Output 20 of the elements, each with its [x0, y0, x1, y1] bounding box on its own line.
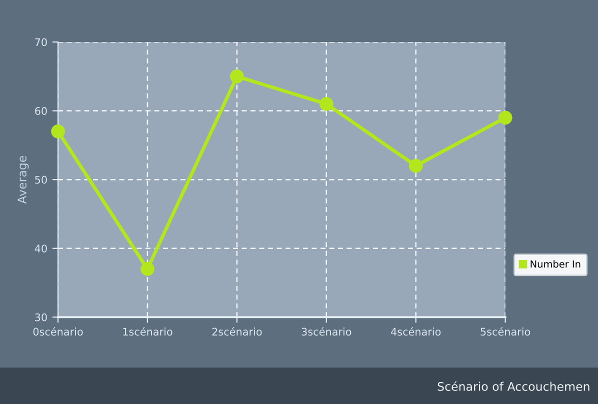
y-tick-label: 70 [35, 38, 47, 46]
x-tick-label: 2scénario [212, 327, 262, 336]
y-axis-title: Average [18, 156, 29, 204]
legend-label: Number In [530, 260, 580, 268]
x-tick-label: 5scénario [480, 327, 530, 336]
point [498, 110, 512, 125]
y-tick-label: 60 [35, 107, 47, 115]
y-tick-label: 30 [35, 313, 47, 322]
y-tick-label: 40 [34, 244, 47, 252]
x-tick-label: 1scénario [123, 327, 172, 336]
point [51, 124, 65, 138]
point [230, 69, 244, 84]
y-tick-label: 50 [35, 176, 47, 184]
point [408, 158, 423, 173]
point [140, 262, 154, 276]
x-axis-title: Scénario of Accouchemen [438, 381, 590, 391]
x-tick-label: 4scénario [390, 327, 441, 336]
x-tick-label: 3scénario [302, 327, 352, 336]
x-tick-label: 0scénario [33, 327, 83, 336]
point [319, 96, 334, 111]
